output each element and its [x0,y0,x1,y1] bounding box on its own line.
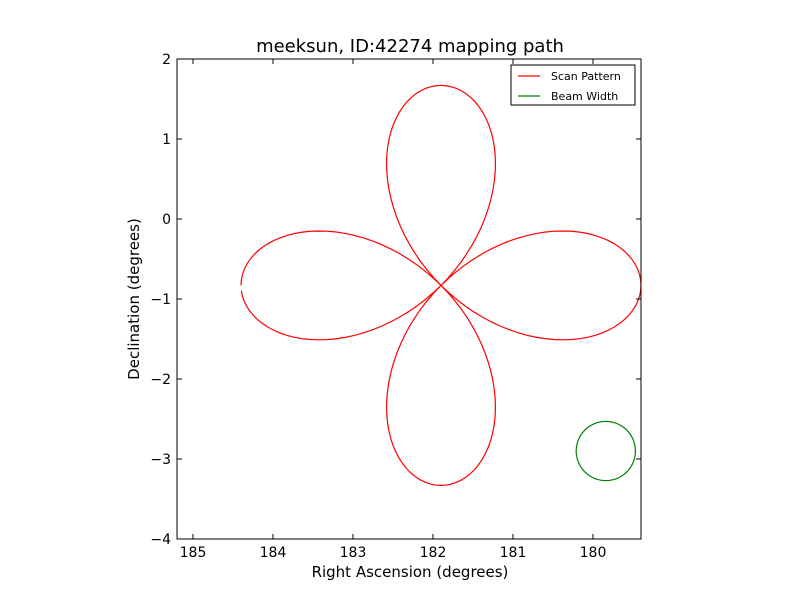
y-axis-label: Declination (degrees) [125,218,143,380]
y-tick-label: 0 [162,212,171,228]
x-tick-label: 185 [180,545,207,561]
x-tick-label: 182 [420,545,447,561]
y-tick-label: 2 [162,52,171,68]
y-axis: 2 1 0 −1 −2 −3 −4 [150,52,641,548]
y-tick-label: −2 [150,372,171,388]
chart-title: meeksun, ID:42274 mapping path [256,36,564,57]
x-tick-label: 180 [580,545,607,561]
y-tick-label: −1 [150,292,171,308]
legend-label-beam-width: Beam Width [551,90,618,103]
legend-label-scan-pattern: Scan Pattern [551,70,621,83]
y-tick-label: 1 [162,132,171,148]
x-axis-label: Right Ascension (degrees) [312,563,509,581]
x-tick-label: 181 [500,545,527,561]
legend: Scan Pattern Beam Width [510,64,636,106]
y-tick-label: −4 [150,532,171,548]
y-tick-label: −3 [150,452,171,468]
x-axis: 185 184 183 182 181 180 [180,59,607,561]
beam-width-circle [575,420,637,482]
legend-box [510,64,636,106]
x-tick-label: 183 [340,545,367,561]
x-tick-label: 184 [260,545,287,561]
plot-area [177,59,641,539]
